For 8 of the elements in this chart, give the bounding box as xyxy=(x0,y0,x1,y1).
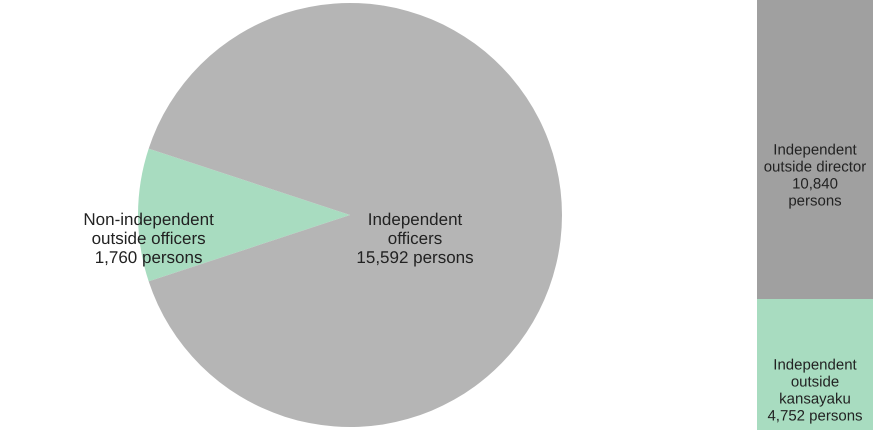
data-label: 1,760 persons xyxy=(94,248,202,267)
data-label: 15,592 persons xyxy=(356,248,474,267)
series-label: Independent outside kansayaku xyxy=(773,356,858,408)
data-label: 4,752 persons xyxy=(767,407,863,424)
data-label: 10,840 persons xyxy=(788,175,842,210)
slice-label: Non-independent outside officers xyxy=(83,210,214,248)
series-label: Independent outside director xyxy=(764,141,866,176)
slice-label: Independent officers xyxy=(368,210,463,248)
